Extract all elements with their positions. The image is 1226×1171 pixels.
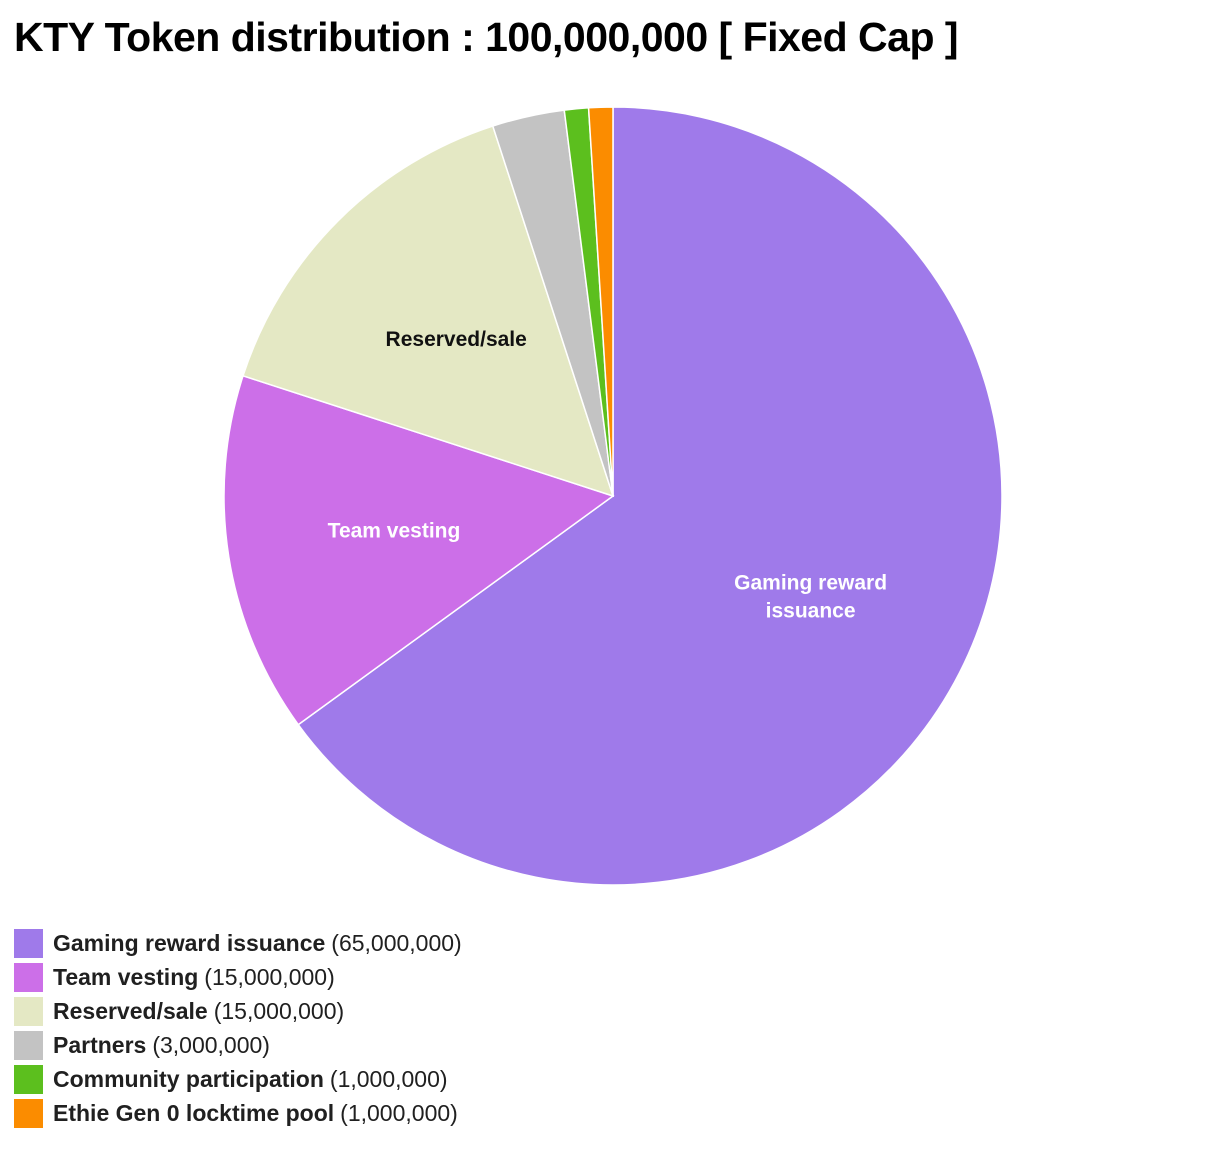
legend-value: (1,000,000) — [340, 1099, 458, 1126]
legend-item-community-participation: Community participation (1,000,000) — [14, 1062, 462, 1096]
legend-value: (15,000,000) — [213, 997, 345, 1024]
legend-item-reserved-sale: Reserved/sale (15,000,000) — [14, 994, 462, 1028]
legend-label: Team vesting — [53, 963, 199, 990]
legend-swatch — [14, 1030, 43, 1060]
chart-title: KTY Token distribution : 100,000,000 [ F… — [14, 14, 959, 60]
slice-label-line: Team vesting — [328, 520, 461, 543]
legend-label: Reserved/sale — [53, 997, 208, 1024]
legend-swatch — [14, 996, 43, 1026]
legend-label: Ethie Gen 0 locktime pool — [53, 1099, 335, 1126]
legend-label: Gaming reward issuance — [53, 929, 326, 956]
slice-label-gaming-reward-issuance: Gaming reward issuance — [734, 572, 887, 623]
legend-swatch — [14, 928, 43, 958]
slice-label-line: Reserved/sale — [386, 328, 527, 351]
legend-label: Community participation — [53, 1065, 324, 1092]
pie-slice-labels: Gaming reward issuance Team vesting Reserve… — [328, 328, 887, 623]
legend-value: (1,000,000) — [329, 1065, 448, 1092]
pie-slice-gaming-reward-issuance — [297, 106, 1003, 886]
legend-value: (3,000,000) — [152, 1031, 270, 1058]
legend-value: (65,000,000) — [331, 929, 462, 956]
slice-label-line: Gaming reward — [734, 572, 887, 595]
legend-item-partners: Partners (3,000,000) — [14, 1028, 462, 1062]
pie-slices — [223, 106, 1003, 886]
legend-swatch — [14, 1064, 43, 1094]
pie-slice-ethie-gen-0-locktime-pool — [587, 106, 614, 497]
legend-item-gaming-reward-issuance: Gaming reward issuance (65,000,000) — [14, 926, 462, 960]
legend-label: Partners — [53, 1031, 147, 1058]
legend-value: (15,000,000) — [204, 963, 335, 990]
legend-swatch — [14, 1098, 43, 1128]
legend-item-ethie-gen-0-locktime-pool: Ethie Gen 0 locktime pool (1,000,000) — [14, 1096, 462, 1130]
pie-slice-team-vesting — [223, 374, 615, 726]
legend-swatch — [14, 962, 43, 992]
pie-slice-reserved-sale — [242, 125, 615, 498]
legend-item-team-vesting: Team vesting (15,000,000) — [14, 960, 462, 994]
slice-label-team-vesting: Team vesting — [328, 520, 461, 543]
pie-chart: Gaming reward issuance Team vesting Reserve… — [223, 106, 1003, 886]
slice-label-line: issuance — [766, 600, 856, 623]
legend: Gaming reward issuance (65,000,000) Team v… — [14, 926, 462, 1130]
slice-label-reserved-sale: Reserved/sale — [386, 328, 527, 351]
